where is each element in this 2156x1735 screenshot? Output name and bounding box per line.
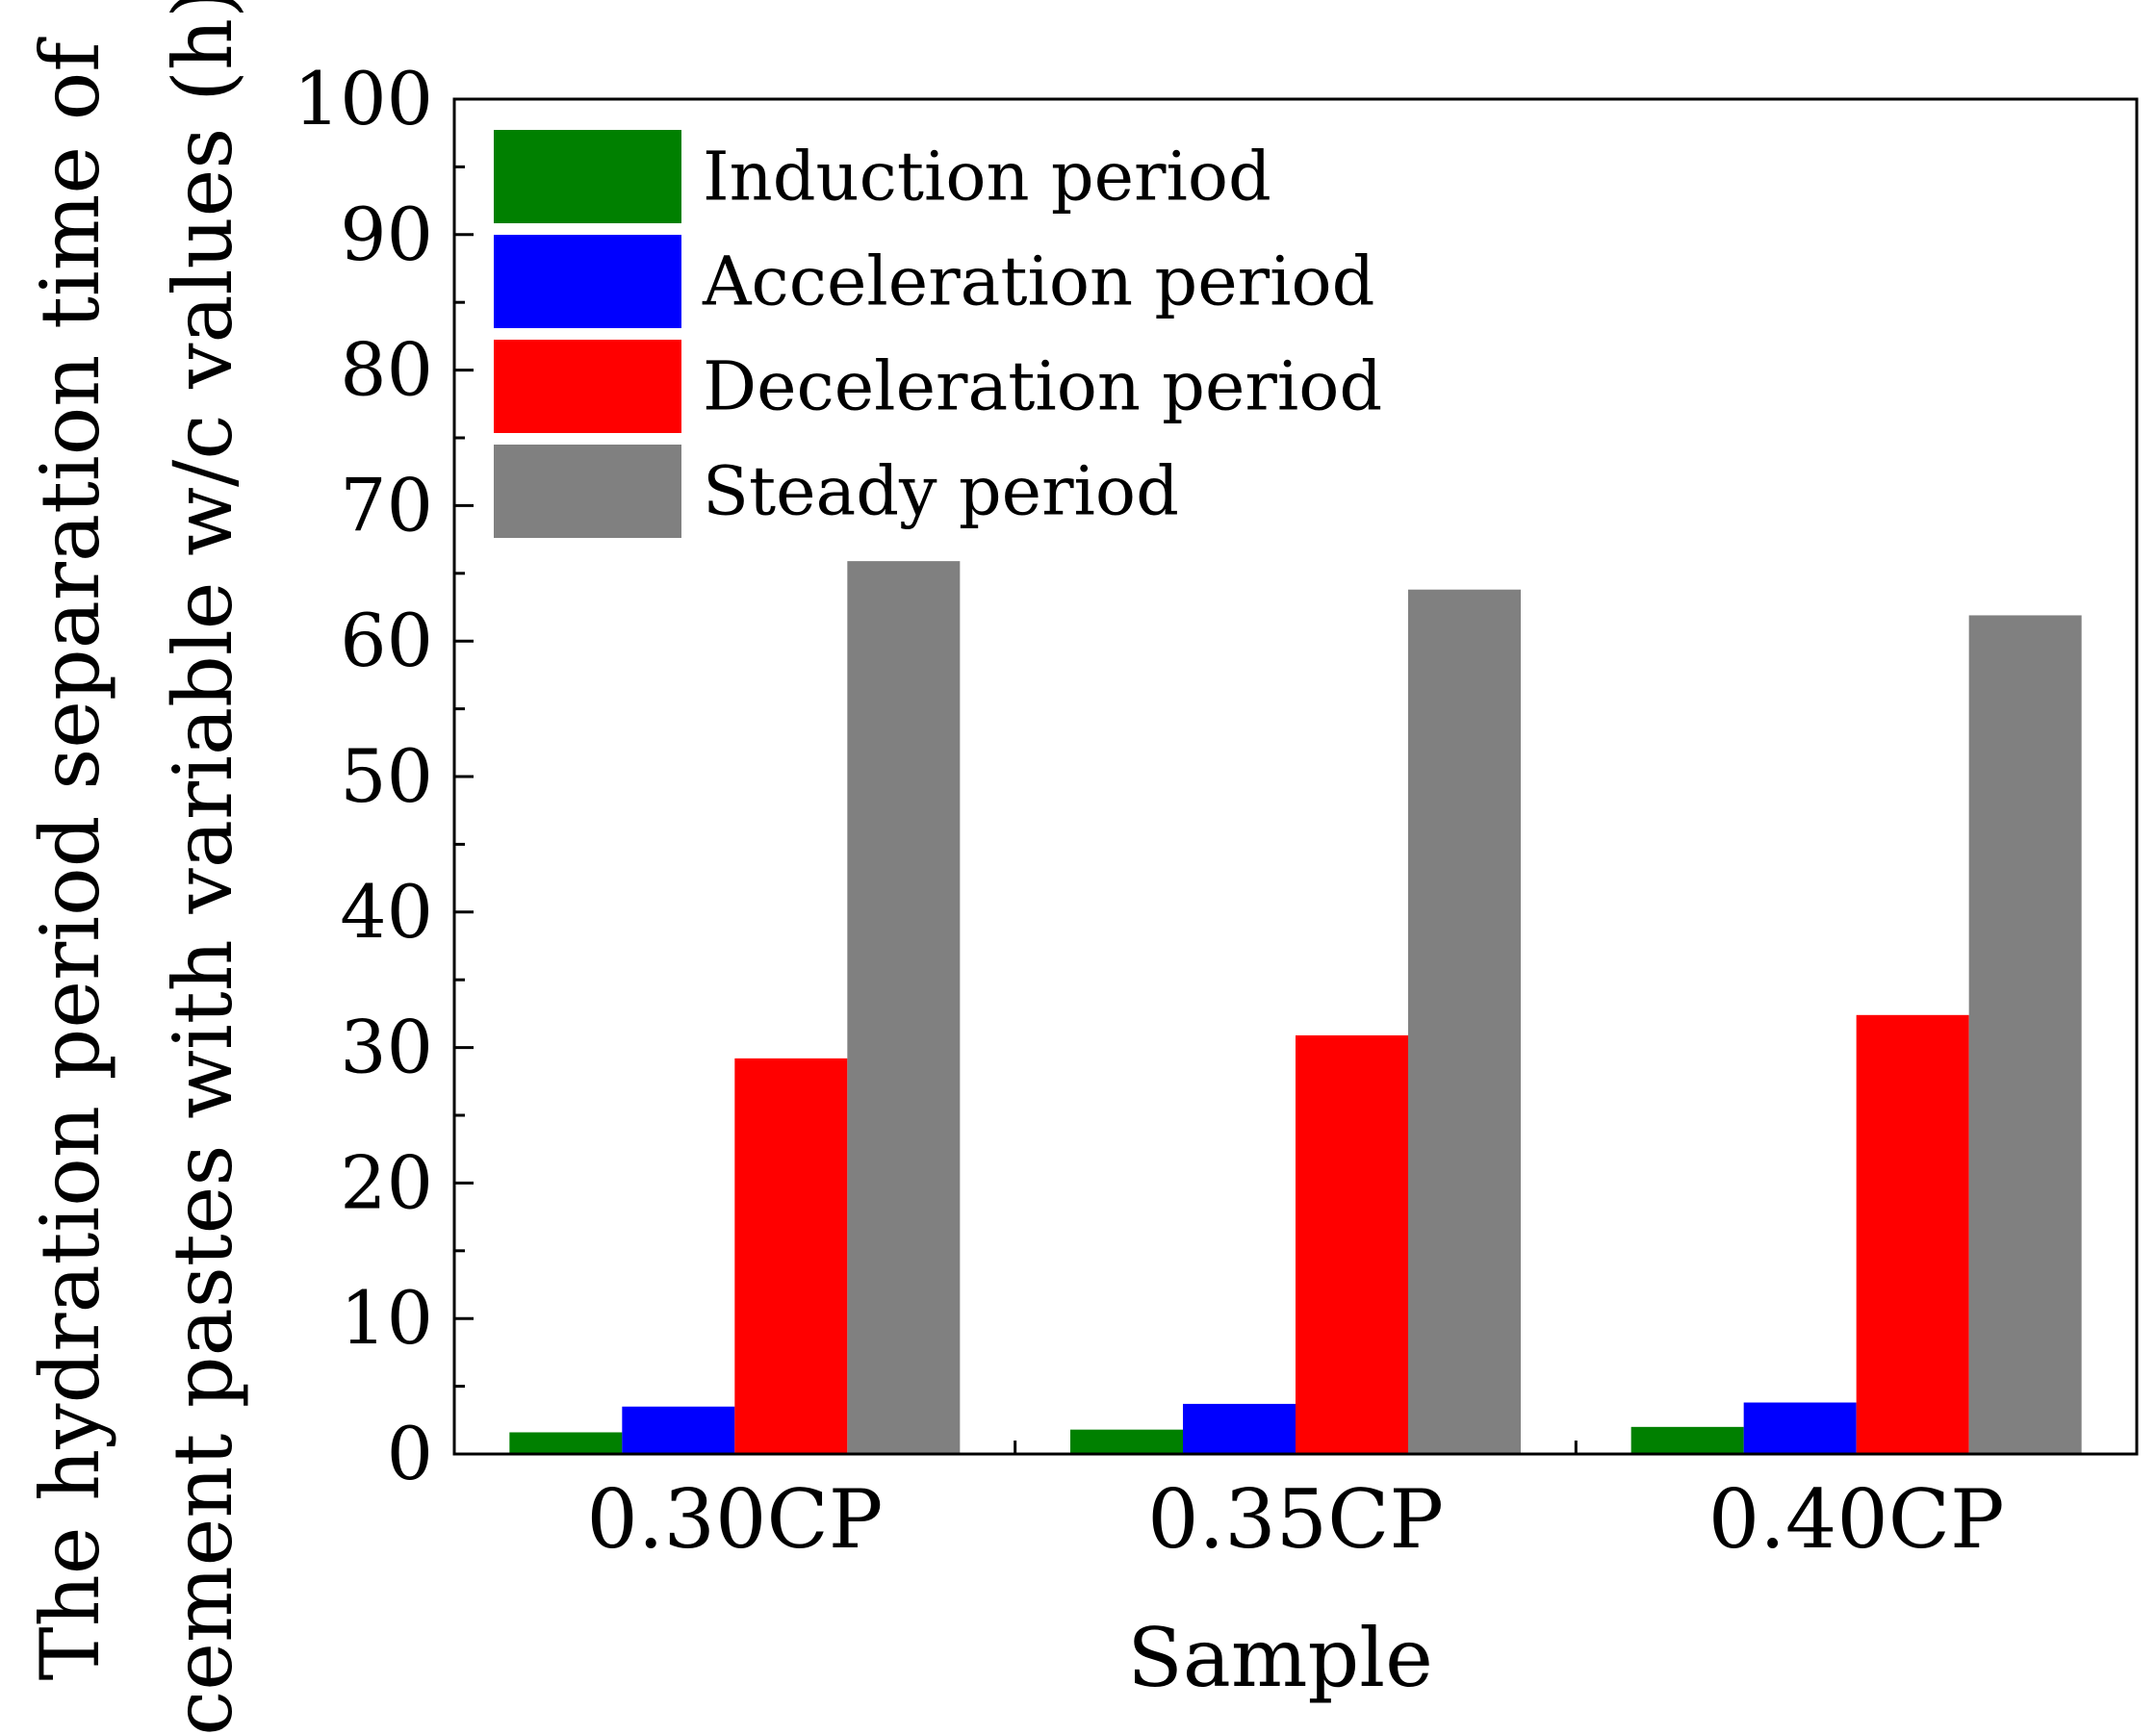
x-tick-label: 0.35CP bbox=[1147, 1472, 1444, 1567]
y-axis: 0 10 20 30 40 50 60 70 80 90 100 bbox=[294, 56, 474, 1496]
legend: Induction period Acceleration period Decel… bbox=[494, 130, 1382, 538]
y-tick-label: 80 bbox=[340, 327, 433, 413]
y-tick-label: 70 bbox=[340, 462, 433, 548]
y-tick-label: 40 bbox=[340, 869, 433, 955]
y-axis-title-line-2: cement pastes with variable w/c values (… bbox=[156, 0, 250, 1735]
legend-swatch-induction-period bbox=[494, 130, 681, 223]
x-axis: 0.30CP 0.35CP 0.40CP bbox=[586, 1441, 2005, 1567]
y-tick-label: 100 bbox=[294, 56, 433, 141]
bar-0.30CP-deceleration-period bbox=[734, 1058, 848, 1454]
bar-0.40CP-acceleration-period bbox=[1743, 1402, 1857, 1454]
x-axis-title: Sample bbox=[1127, 1611, 1433, 1705]
legend-swatch-steady-period bbox=[494, 445, 681, 538]
bar-0.30CP-steady-period bbox=[847, 561, 961, 1454]
bar-0.40CP-induction-period bbox=[1630, 1426, 1744, 1454]
x-tick-label: 0.40CP bbox=[1708, 1472, 2005, 1567]
y-tick-label: 0 bbox=[387, 1411, 433, 1496]
legend-label: Induction period bbox=[703, 138, 1271, 217]
y-tick-label: 30 bbox=[340, 1005, 433, 1090]
bar-0.40CP-deceleration-period bbox=[1856, 1014, 1969, 1454]
bar-0.40CP-steady-period bbox=[1968, 615, 2082, 1454]
y-tick-label: 60 bbox=[340, 598, 433, 683]
legend-swatch-deceleration-period bbox=[494, 340, 681, 433]
bar-0.35CP-steady-period bbox=[1408, 589, 1521, 1454]
y-axis-title-line-1: The hydration period separation time of bbox=[23, 37, 117, 1681]
bar-0.30CP-acceleration-period bbox=[622, 1406, 735, 1454]
legend-label: Steady period bbox=[703, 452, 1179, 531]
legend-label: Deceleration period bbox=[703, 347, 1382, 426]
bar-0.30CP-induction-period bbox=[509, 1432, 623, 1454]
bars-layer bbox=[509, 561, 2082, 1454]
legend-label: Acceleration period bbox=[702, 242, 1374, 321]
y-tick-label: 50 bbox=[340, 733, 433, 819]
bar-0.35CP-induction-period bbox=[1070, 1429, 1183, 1454]
legend-swatch-acceleration-period bbox=[494, 235, 681, 328]
y-tick-label: 10 bbox=[340, 1275, 433, 1361]
y-tick-label: 90 bbox=[340, 191, 433, 277]
x-tick-label: 0.30CP bbox=[586, 1472, 883, 1567]
bar-0.35CP-deceleration-period bbox=[1296, 1034, 1408, 1454]
y-tick-label: 20 bbox=[340, 1139, 433, 1225]
bar-0.35CP-acceleration-period bbox=[1183, 1403, 1296, 1454]
